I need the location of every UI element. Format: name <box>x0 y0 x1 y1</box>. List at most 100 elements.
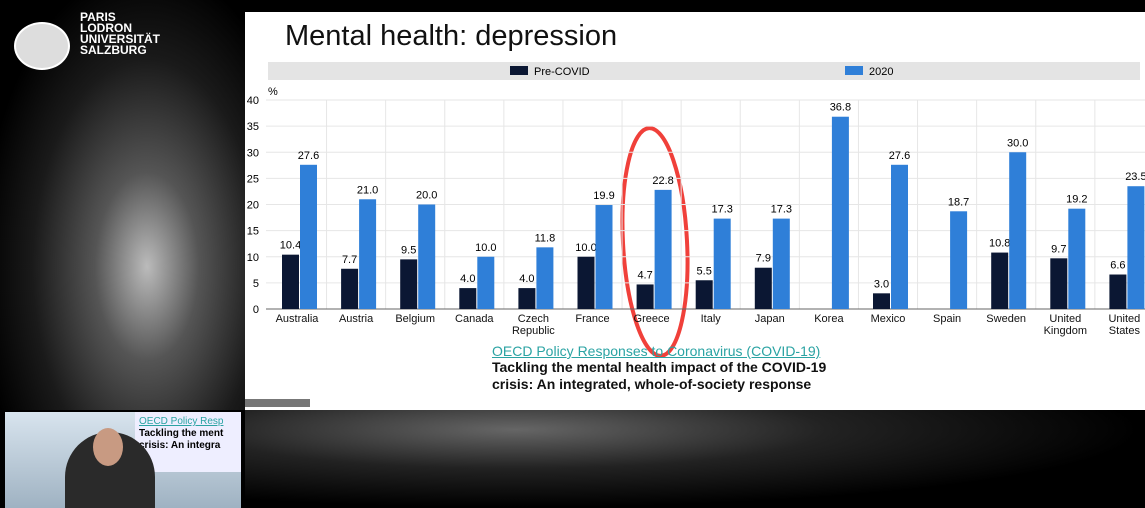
inset-line: Tackling the ment <box>139 428 224 439</box>
data-label: 10.0 <box>475 242 496 254</box>
y-unit-label: % <box>268 86 278 98</box>
x-tick-label: Sweden <box>986 313 1027 325</box>
data-label: 23.5 <box>1125 171 1145 183</box>
data-label: 27.6 <box>298 150 319 162</box>
x-tick-label: Japan <box>754 313 785 325</box>
x-tick-label: Czech Republic <box>511 313 555 337</box>
bar <box>1050 258 1068 309</box>
y-tick-label: 35 <box>247 121 259 133</box>
inset-line: OECD Policy Resp <box>139 416 224 427</box>
data-label: 10.8 <box>989 238 1010 250</box>
logo-emblem <box>14 22 70 70</box>
data-label: 4.0 <box>460 273 475 285</box>
background-bottom <box>245 410 1145 508</box>
bar <box>300 164 317 309</box>
x-tick-label: Korea <box>814 313 844 325</box>
y-tick-label: 0 <box>253 304 259 316</box>
data-label: 11.8 <box>535 232 556 244</box>
x-tick-label: France <box>575 313 610 325</box>
speaker-head <box>93 428 123 466</box>
y-tick-label: 15 <box>247 226 259 238</box>
bar <box>477 256 495 309</box>
logo-line: UNIVERSITÄT <box>80 32 161 46</box>
data-label: 9.5 <box>401 244 416 256</box>
bar <box>713 218 731 309</box>
data-label: 20.0 <box>416 190 437 202</box>
bar <box>418 204 436 309</box>
y-tick-label: 30 <box>247 147 259 159</box>
data-label: 19.9 <box>593 190 614 202</box>
y-tick-label: 20 <box>247 200 259 212</box>
link: OECD Policy Responses to Coronavirus (CO… <box>492 343 821 359</box>
data-label: 17.3 <box>771 204 792 216</box>
data-label: 22.8 <box>652 175 673 187</box>
data-label: 3.0 <box>874 278 889 290</box>
bar <box>654 189 672 309</box>
legend-swatch <box>845 66 863 75</box>
bar <box>754 267 772 309</box>
slide-title: Mental health: depression <box>285 20 618 52</box>
y-tick-label: 5 <box>253 278 259 290</box>
x-tick-label: United States <box>1108 313 1141 337</box>
data-label: 5.5 <box>697 265 712 277</box>
y-tick-label: 25 <box>247 173 259 185</box>
data-label: 10.0 <box>575 242 596 254</box>
x-tick-label: Spain <box>933 313 962 325</box>
bar <box>1068 208 1086 309</box>
data-label: 7.7 <box>342 254 357 266</box>
bar <box>695 280 713 309</box>
logo-text: PARIS LODRON UNIVERSITÄT SALZBURG <box>80 10 161 57</box>
caption-line: Tackling the mental health impact of the… <box>492 359 827 375</box>
x-tick-label: United Kingdom <box>1043 313 1087 337</box>
bar <box>400 259 418 309</box>
legend-band <box>268 62 1140 80</box>
caption-line: crisis: An integrated, whole-of-society … <box>492 376 812 392</box>
bar <box>518 288 536 309</box>
x-tick-label: Austria <box>338 313 374 325</box>
x-tick-label: Canada <box>455 313 494 325</box>
data-label: 18.7 <box>948 196 969 208</box>
logo-line: LODRON <box>80 21 132 35</box>
bar <box>459 288 477 309</box>
y-tick-label: 40 <box>247 95 259 107</box>
bar <box>359 199 377 309</box>
bar <box>282 254 299 309</box>
annotation-circle <box>620 126 690 358</box>
bar <box>1127 186 1145 309</box>
legend-label: 2020 <box>869 66 893 78</box>
bar <box>873 293 890 309</box>
data-label: 21.0 <box>357 184 378 196</box>
bar <box>831 116 849 309</box>
bar <box>1109 274 1127 309</box>
logo-line: SALZBURG <box>80 43 147 57</box>
data-label: 4.7 <box>637 269 652 281</box>
bar <box>595 205 613 309</box>
x-tick-label: Italy <box>700 313 721 325</box>
data-label: 4.0 <box>519 273 534 285</box>
inset-video: OECD Policy Resp Tackling the ment crisi… <box>5 412 241 508</box>
player-controls[interactable] <box>245 399 310 407</box>
x-tick-label: Greece <box>633 313 670 325</box>
bar <box>891 164 908 309</box>
inset-line: crisis: An integra <box>139 440 221 451</box>
x-tick-label: Belgium <box>395 313 436 325</box>
bar <box>341 268 359 309</box>
data-label: 10.4 <box>280 240 301 252</box>
data-label: 7.9 <box>756 253 771 265</box>
bar <box>772 218 790 309</box>
data-label: 27.6 <box>889 150 910 162</box>
logo-line: PARIS <box>80 10 116 24</box>
legend-swatch <box>510 66 528 75</box>
data-label: 19.2 <box>1066 194 1087 206</box>
bar <box>577 256 595 309</box>
bar <box>536 247 554 309</box>
x-tick-label: Australia <box>275 313 319 325</box>
bar <box>1009 152 1027 309</box>
data-label: 9.7 <box>1051 243 1066 255</box>
bar <box>991 252 1009 309</box>
data-label: 17.3 <box>711 204 732 216</box>
y-tick-label: 10 <box>247 252 259 264</box>
data-label: 36.8 <box>830 102 851 114</box>
